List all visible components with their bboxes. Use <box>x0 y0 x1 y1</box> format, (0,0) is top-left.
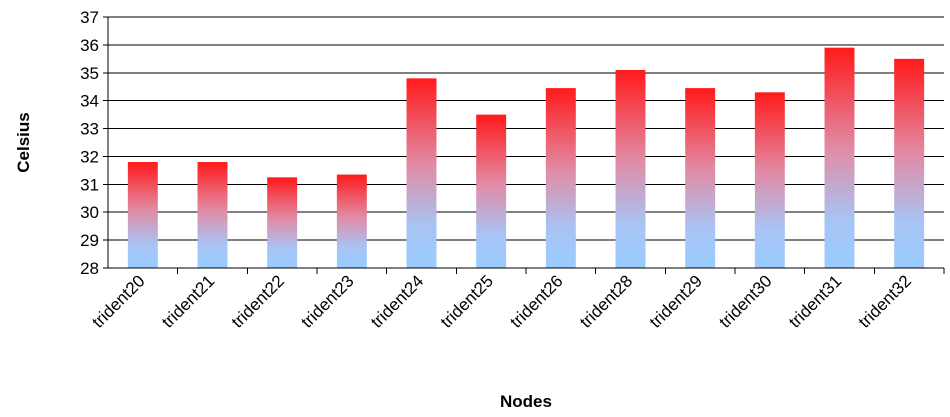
y-axis-title: Celsius <box>14 112 33 172</box>
x-tick-label: trident23 <box>297 271 357 331</box>
y-tick-label: 30 <box>80 203 99 222</box>
x-tick-label: trident20 <box>88 271 148 331</box>
x-tick-label: trident25 <box>437 271 497 331</box>
x-tick-label: trident28 <box>576 271 636 331</box>
y-tick-label: 28 <box>80 259 99 278</box>
x-tick-label: trident26 <box>506 271 566 331</box>
bar <box>406 78 437 268</box>
x-tick-label: trident31 <box>785 271 845 331</box>
x-tick-label: trident32 <box>855 271 915 331</box>
bar <box>197 162 228 268</box>
bar <box>615 69 646 268</box>
bar <box>127 162 158 268</box>
y-tick-label: 37 <box>80 8 99 27</box>
x-tick-label: trident30 <box>715 271 775 331</box>
bar <box>824 47 855 268</box>
y-tick-label: 35 <box>80 64 99 83</box>
y-tick-label: 31 <box>80 175 99 194</box>
bar <box>545 88 576 268</box>
x-tick-label: trident22 <box>228 271 288 331</box>
y-tick-label: 29 <box>80 231 99 250</box>
y-tick-label: 32 <box>80 147 99 166</box>
bar <box>754 92 785 268</box>
bar <box>894 58 925 269</box>
bar <box>685 88 716 268</box>
x-tick-label: trident29 <box>646 271 706 331</box>
y-tick-label: 36 <box>80 36 99 55</box>
bar <box>476 114 507 268</box>
x-axis-title: Nodes <box>500 392 552 411</box>
y-tick-label: 33 <box>80 120 99 139</box>
bar <box>336 174 367 268</box>
x-tick-label: trident24 <box>367 271 427 331</box>
x-tick-label: trident21 <box>158 271 218 331</box>
y-tick-label: 34 <box>80 92 99 111</box>
bar <box>267 177 298 268</box>
